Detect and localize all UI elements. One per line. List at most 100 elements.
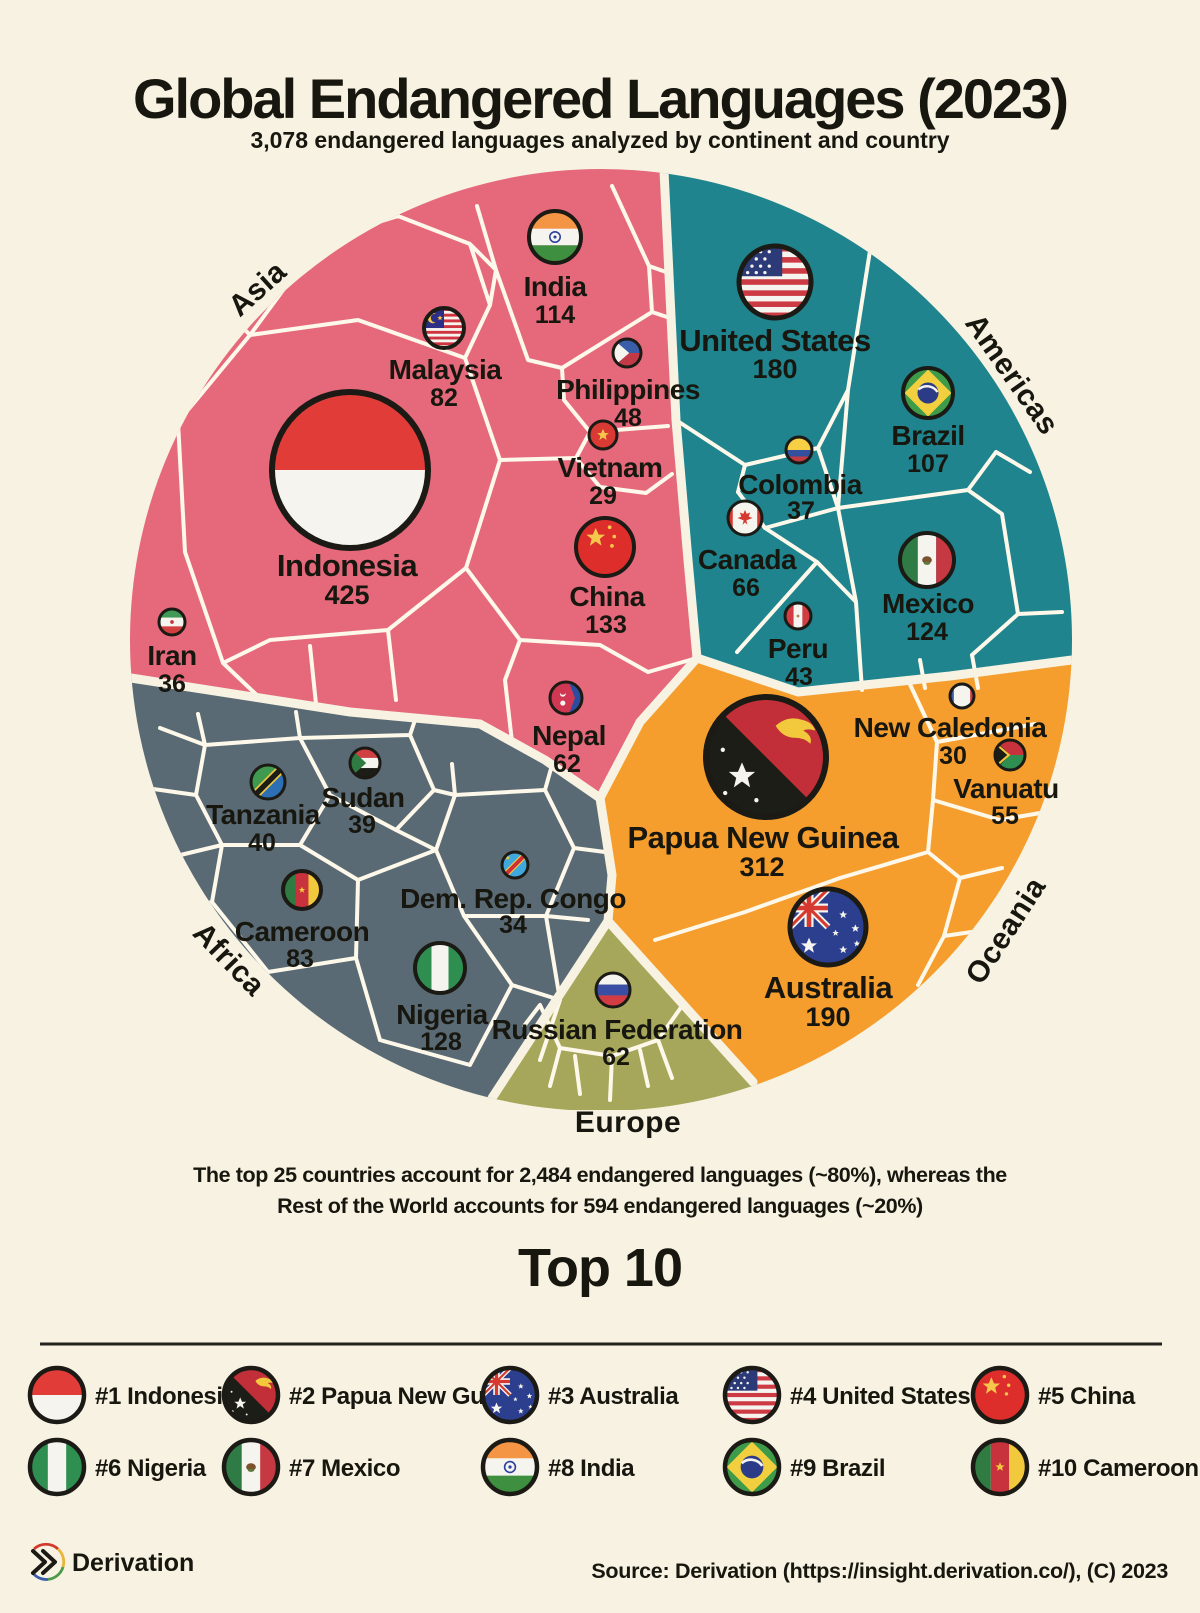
caption-line-1: The top 25 countries account for 2,484 e…	[193, 1163, 1007, 1187]
mexico-name: Mexico	[882, 588, 974, 619]
top10-list: #1 Indonesia #2 Papua New Guinea #3 Aust…	[27, 1365, 1199, 1497]
nigeria-flag-icon	[413, 941, 467, 995]
cameroon-flag-icon	[281, 869, 323, 911]
nigeria-value: 128	[420, 1028, 462, 1056]
russia-value: 62	[602, 1043, 630, 1071]
colombia-flag-icon	[784, 435, 814, 465]
colombia-value: 37	[787, 497, 815, 525]
top10-item-8: #8 India	[548, 1455, 635, 1482]
nepal-name: Nepal	[532, 720, 606, 751]
top10-nigeria-flag-icon	[27, 1437, 87, 1497]
top10-china-flag-icon	[970, 1365, 1030, 1425]
cameroon-name: Cameroon	[235, 916, 369, 947]
page-subtitle: 3,078 endangered languages analyzed by c…	[250, 127, 949, 153]
nepal-value: 62	[553, 750, 581, 778]
page-title: Global Endangered Languages (2023)	[133, 67, 1067, 130]
iran-flag-icon	[157, 607, 187, 637]
united-states-value: 180	[752, 354, 797, 384]
dr-congo-flag-icon	[502, 852, 528, 878]
dr-congo-value: 34	[499, 911, 527, 939]
vietnam-flag-icon	[587, 419, 619, 451]
indonesia-flag-icon	[269, 389, 431, 551]
india-value: 114	[535, 301, 575, 329]
top10-india-flag-icon	[480, 1437, 540, 1497]
australia-name: Australia	[764, 970, 893, 1005]
caption-line-2: Rest of the World accounts for 594 endan…	[277, 1194, 923, 1218]
new-caledonia-value: 30	[939, 742, 967, 770]
europe-region	[484, 921, 758, 1110]
mexico-flag-icon	[898, 531, 956, 589]
peru-flag-icon	[783, 601, 813, 631]
top10-item-6: #6 Nigeria	[95, 1455, 207, 1482]
top10-item-10: #10 Cameroon	[1038, 1455, 1199, 1482]
philippines-value: 48	[614, 404, 642, 432]
vanuatu-name: Vanuatu	[953, 773, 1058, 804]
vietnam-value: 29	[589, 482, 617, 510]
source-credit: Source: Derivation (https://insight.deri…	[591, 1559, 1168, 1583]
dr-congo-name: Dem. Rep. Congo	[400, 883, 626, 914]
europe-label: Europe	[575, 1106, 681, 1139]
canada-value: 66	[732, 574, 760, 602]
malaysia-name: Malaysia	[389, 354, 503, 385]
top10-mexico-flag-icon	[221, 1437, 281, 1497]
new-caledonia-name: New Caledonia	[854, 712, 1048, 743]
papua-new-guinea-value: 312	[739, 852, 784, 882]
china-name: China	[569, 581, 645, 612]
india-flag-icon	[527, 209, 583, 265]
philippines-name: Philippines	[556, 374, 700, 405]
tanzania-name: Tanzania	[206, 799, 321, 830]
top10-papua-new-guinea-flag-icon	[221, 1365, 281, 1425]
top10-item-3: #3 Australia	[548, 1383, 679, 1410]
china-value: 133	[585, 611, 627, 639]
nepal-flag-icon	[548, 680, 584, 716]
top10-item-4: #4 United States	[790, 1383, 970, 1410]
iran-value: 36	[158, 670, 186, 698]
russia-name: Russian Federation	[492, 1014, 743, 1045]
philippines-flag-icon	[611, 337, 643, 369]
papua-new-guinea-name: Papua New Guinea	[627, 820, 899, 855]
continent-boundaries	[130, 169, 1072, 1103]
united-states-flag-icon	[736, 243, 814, 321]
australia-value: 190	[805, 1002, 850, 1032]
russia-flag-icon	[594, 971, 632, 1009]
derivation-logo-icon	[30, 1542, 66, 1581]
canada-name: Canada	[698, 544, 797, 575]
indonesia-name: Indonesia	[277, 548, 418, 583]
vanuatu-value: 55	[991, 802, 1019, 830]
top10-australia-flag-icon	[483, 1368, 537, 1422]
country-markers: India 114 Malaysia 82 Philippines 48 Vie…	[147, 209, 1059, 1071]
india-name: India	[524, 271, 588, 302]
indonesia-value: 425	[324, 580, 369, 610]
brazil-name: Brazil	[891, 420, 964, 451]
vanuatu-flag-icon	[993, 738, 1027, 772]
top10-brazil-flag-icon	[722, 1437, 782, 1497]
top10-cameroon-flag-icon	[970, 1437, 1030, 1497]
vietnam-name: Vietnam	[558, 452, 663, 483]
new-caledonia-flag-icon	[948, 682, 976, 710]
brazil-value: 107	[907, 450, 949, 478]
nigeria-name: Nigeria	[396, 999, 488, 1030]
papua-new-guinea-flag-icon	[703, 694, 829, 820]
china-flag-icon	[574, 516, 636, 578]
colombia-name: Colombia	[738, 469, 862, 500]
top10-item-1: #1 Indonesia	[95, 1383, 237, 1410]
malaysia-flag-icon	[422, 306, 466, 350]
mexico-value: 124	[906, 618, 948, 646]
united-states-name: United States	[679, 323, 871, 358]
australia-flag-icon	[790, 889, 866, 965]
malaysia-value: 82	[430, 384, 458, 412]
brazil-flag-icon	[901, 366, 955, 420]
top10-item-7: #7 Mexico	[289, 1455, 400, 1482]
brand-name: Derivation	[72, 1549, 194, 1577]
sudan-flag-icon	[348, 746, 382, 780]
top10-indonesia-flag-icon	[27, 1365, 87, 1425]
tanzania-flag-icon	[251, 765, 285, 799]
cameroon-value: 83	[286, 945, 314, 973]
europe-cell-borders	[522, 1003, 684, 1102]
top10-heading: Top 10	[518, 1238, 682, 1298]
peru-value: 43	[785, 663, 813, 691]
top10-united-states-flag-icon	[722, 1365, 782, 1425]
top10-item-9: #9 Brazil	[790, 1455, 885, 1482]
canada-flag-icon	[726, 499, 764, 537]
